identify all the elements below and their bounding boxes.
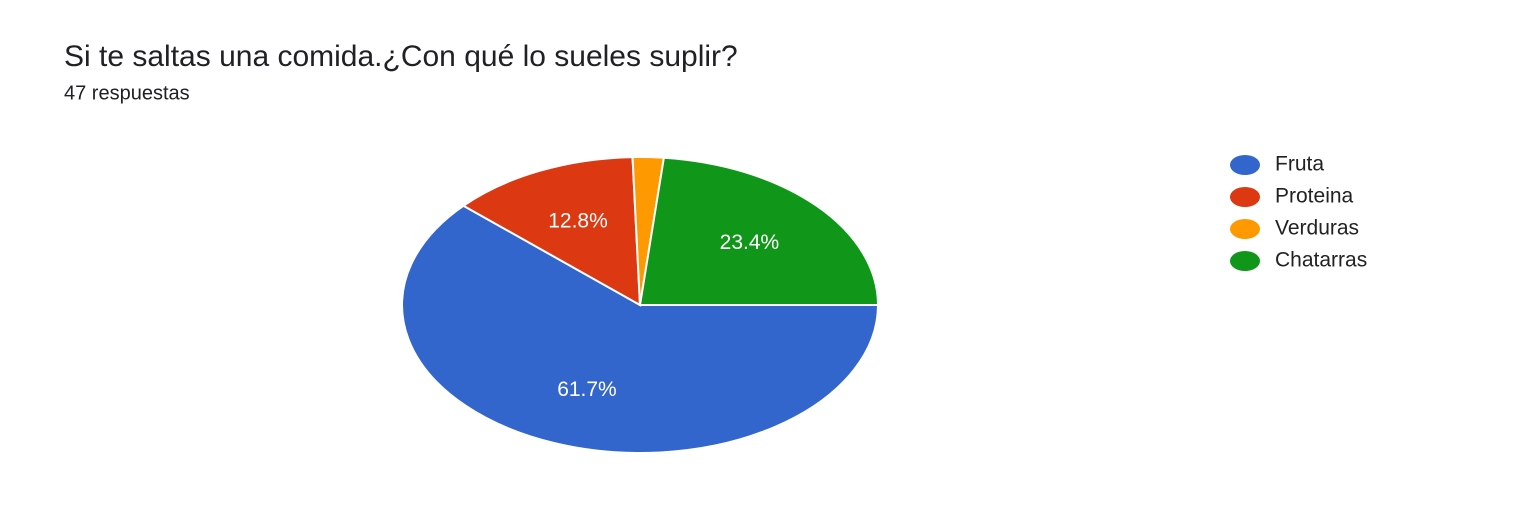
data-label: 61.7%	[557, 378, 617, 401]
legend-swatch	[1230, 251, 1260, 271]
data-label: 12.8%	[548, 209, 608, 232]
legend-swatch	[1230, 187, 1260, 207]
legend-label: Verduras	[1275, 217, 1359, 240]
chart-subtitle: 47 respuestas	[64, 82, 190, 104]
data-label: 23.4%	[720, 231, 780, 254]
legend-label: Fruta	[1275, 153, 1324, 176]
pie-slice	[638, 156, 880, 306]
legend-swatch	[1230, 155, 1260, 175]
legend-swatch	[1230, 219, 1260, 239]
pie-slice	[401, 204, 880, 454]
chart-title: Si te saltas una comida.¿Con qué lo suel…	[64, 40, 738, 73]
legend-label: Proteina	[1275, 185, 1354, 208]
pie-slice	[461, 156, 642, 307]
legend-label: Chatarras	[1275, 249, 1367, 272]
